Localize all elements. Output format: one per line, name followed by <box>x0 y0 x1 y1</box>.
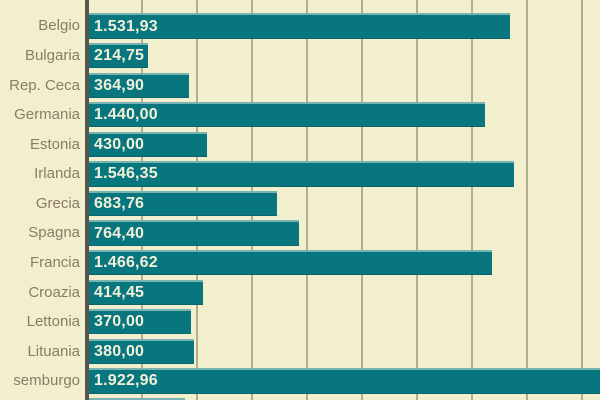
bar: 1.922,96 <box>89 368 600 394</box>
gridline <box>581 0 583 400</box>
bar-value: 380,00 <box>94 342 145 360</box>
bar-value: 430,00 <box>94 135 145 153</box>
bar-value: 214,75 <box>94 47 145 65</box>
category-label: Bulgaria <box>24 46 80 64</box>
category-label: Grecia <box>35 194 80 212</box>
bar-value: 370,00 <box>94 313 145 331</box>
category-label: Irlanda <box>34 165 80 183</box>
y-axis-line <box>85 0 89 400</box>
bar: 430,00 <box>89 131 207 157</box>
bar: 380,00 <box>89 338 194 364</box>
gridline <box>361 0 363 400</box>
gridline <box>416 0 418 400</box>
category-label: Lettonia <box>26 313 80 331</box>
bar-value: 1.922,96 <box>94 372 158 390</box>
bar: 1.466,62 <box>89 249 492 276</box>
gridline <box>526 0 528 400</box>
bar: 1.546,35 <box>89 161 514 187</box>
category-label: semburgo <box>13 372 80 390</box>
gridline <box>471 0 473 400</box>
bar: 1.531,93 <box>89 13 510 39</box>
category-label: Estonia <box>29 135 80 153</box>
bar: 364,90 <box>89 72 189 98</box>
bar: 414,45 <box>89 279 203 305</box>
bar: 214,75 <box>89 42 148 69</box>
bar-value: 1.440,00 <box>94 106 158 124</box>
bar: 683,76 <box>89 190 277 217</box>
category-label: Francia <box>29 253 80 271</box>
category-label: Croazia <box>28 283 80 301</box>
bar-value: 1.546,35 <box>94 165 158 183</box>
category-label: Spagna <box>28 224 80 242</box>
bar-value: 1.466,62 <box>94 254 158 272</box>
category-label: Belgio <box>38 17 80 35</box>
category-label: Lituania <box>27 342 80 360</box>
bar-value: 683,76 <box>94 194 145 212</box>
category-label: Rep. Ceca <box>9 76 80 94</box>
bar-value: 764,40 <box>94 224 145 242</box>
bar: 1.440,00 <box>89 102 485 128</box>
partial-bar <box>89 397 185 400</box>
bar-value: 1.531,93 <box>94 17 158 35</box>
bar: 370,00 <box>89 309 191 335</box>
category-label: Germania <box>14 106 80 124</box>
bar-value: 364,90 <box>94 76 145 94</box>
bar: 764,40 <box>89 220 299 246</box>
bar-value: 414,45 <box>94 283 145 301</box>
gridline <box>306 0 308 400</box>
